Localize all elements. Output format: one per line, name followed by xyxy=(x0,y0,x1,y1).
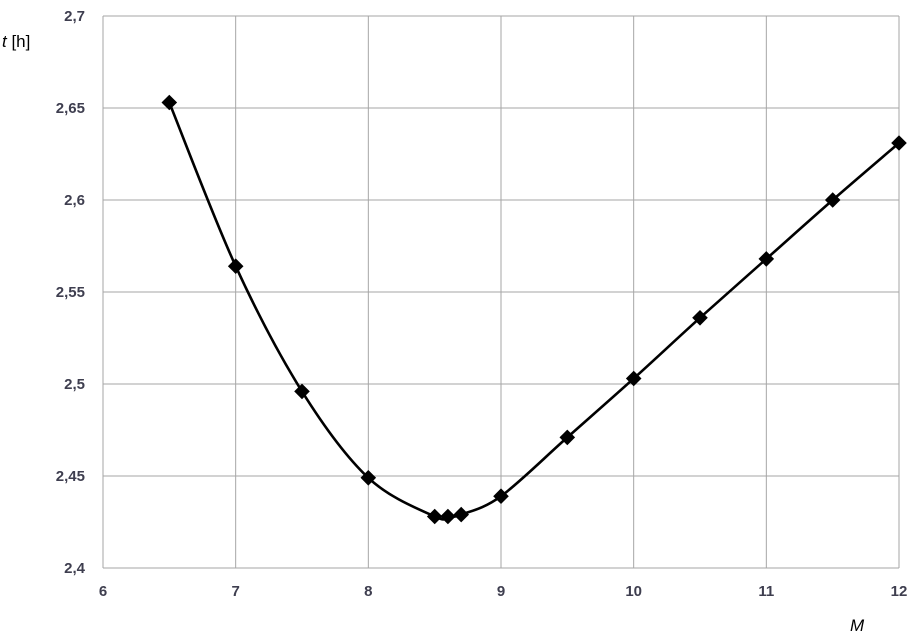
svg-text:11: 11 xyxy=(758,583,774,600)
svg-text:8: 8 xyxy=(364,583,372,600)
svg-text:M: M xyxy=(850,616,865,635)
svg-text:9: 9 xyxy=(497,583,505,600)
svg-text:6: 6 xyxy=(99,583,107,600)
svg-text:10: 10 xyxy=(625,583,642,600)
svg-text:2,45: 2,45 xyxy=(56,468,85,485)
svg-text:2,5: 2,5 xyxy=(64,376,85,393)
svg-text:2,65: 2,65 xyxy=(56,100,85,117)
svg-text:2,4: 2,4 xyxy=(64,560,86,577)
svg-text:2,55: 2,55 xyxy=(56,284,85,301)
svg-text:12: 12 xyxy=(891,583,908,600)
svg-text:2,6: 2,6 xyxy=(64,192,85,209)
svg-text:7: 7 xyxy=(231,583,239,600)
svg-text:2,7: 2,7 xyxy=(64,8,85,25)
svg-text:t [h]: t [h] xyxy=(2,32,30,51)
